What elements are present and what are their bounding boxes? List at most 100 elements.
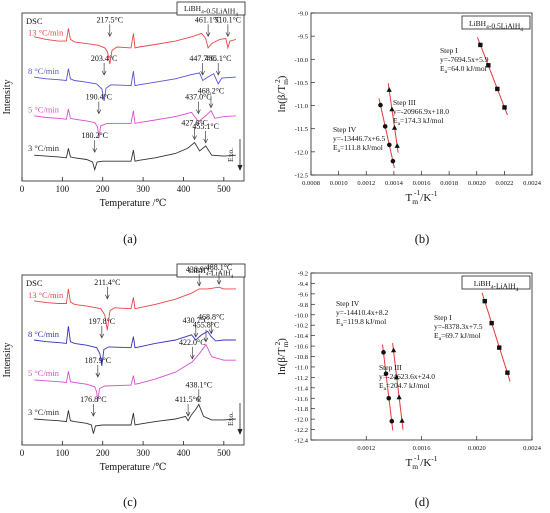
data-point (489, 320, 494, 326)
text-part: LiBH (189, 266, 207, 275)
step-label: Step III (379, 363, 402, 372)
x-tick-label: 0.0020 (468, 180, 486, 187)
annotation-arrow-head (185, 411, 191, 417)
data-point (497, 345, 502, 350)
peak-annotation: 211.4°C (94, 278, 120, 287)
x-tick-label: 400 (177, 448, 191, 458)
text-part: -LiAlH (209, 269, 232, 278)
dsc-tag: DSC (26, 16, 43, 26)
y-axis-label: ln(β/Tm2) (273, 75, 290, 112)
annotation-arrow-head (192, 135, 197, 141)
annotation-arrow-head (101, 70, 107, 76)
x-axis-label: Temperature /℃ (100, 462, 167, 473)
y-tick-label: -10.2 (294, 323, 308, 330)
text-part: 4 (486, 25, 489, 31)
x-tick-label: 500 (217, 448, 231, 458)
x-tick-label: 0.0024 (523, 180, 542, 187)
y-tick-label: -10.8 (294, 354, 308, 361)
y-tick-label: -9.0 (298, 11, 308, 18)
data-point (396, 394, 402, 400)
text-part: a (439, 336, 442, 342)
y-tick-label: -10.0 (294, 312, 308, 319)
data-point (505, 370, 510, 375)
x-tick-label: 0 (20, 448, 25, 458)
data-point (381, 350, 386, 355)
text-part: ) (276, 75, 288, 79)
annotation-arrow-head (196, 281, 202, 287)
text-part: E (393, 116, 398, 125)
text-part: =69.7 kJ/mol (441, 331, 481, 340)
data-point (386, 87, 392, 92)
legend-box-text: LiBH4-LiAlH4 (474, 279, 519, 293)
y-tick-label: -11.2 (295, 375, 308, 382)
activation-energy: Ea=111.8 kJ/mol (333, 143, 383, 154)
exo-arrow-head (237, 165, 243, 171)
fit-equation: y=-24623.6x+24.0 (379, 372, 435, 381)
fit-line (476, 37, 508, 116)
text-part: -LiAlH (494, 282, 517, 291)
exo-label: Exo. (226, 412, 235, 426)
text-part: E (440, 64, 445, 73)
text-part: T (405, 192, 412, 204)
annotation-arrow-head (215, 70, 221, 76)
y-tick-label: -9.4 (298, 281, 309, 288)
y-tick-label: -11.8 (295, 406, 308, 413)
activation-energy: Ea=69.7 kJ/mol (434, 331, 481, 342)
peak-annotation: 455.8°C (193, 321, 220, 330)
panel-caption-a: (a) (123, 232, 137, 246)
text-part: 4 (491, 285, 494, 291)
step-label: Step I (434, 313, 452, 322)
annotation-arrow-head (107, 32, 113, 38)
annotation-arrow-head (203, 337, 209, 343)
text-part: =119.8 kJ/mol (343, 317, 386, 326)
y-tick-label: -9.2 (298, 271, 308, 278)
peak-annotation: 427.6°C (181, 118, 208, 127)
text-part: =111.8 kJ/mol (340, 143, 383, 152)
annotation-arrow-head (105, 294, 110, 300)
data-point (495, 86, 500, 92)
legend-box (176, 1, 246, 16)
peak-annotation: 176.8°C (80, 395, 107, 404)
peak-annotation: 461.1°C (195, 15, 222, 24)
data-point (391, 124, 398, 130)
x-tick-label: 0 (20, 184, 25, 194)
y-tick-label: -11.0 (295, 103, 308, 110)
text-part: E (336, 317, 341, 326)
peak-annotation: 190.4°C (86, 93, 113, 102)
annotation-arrow-head (99, 333, 105, 339)
peak-annotation: 422.0°C (179, 338, 206, 347)
text-part: E (333, 143, 338, 152)
text-part: ln(β/T (276, 85, 288, 113)
series-line (34, 108, 236, 138)
series-line (34, 141, 236, 172)
legend-box-text: LiBH4-0.5LiAlH4 (469, 19, 523, 33)
y-tick-label: -12.0 (294, 417, 308, 424)
text-part: LiAlH (501, 22, 521, 31)
x-tick-label: 0.0024 (523, 445, 542, 452)
panel-caption-b: (b) (415, 232, 430, 246)
step-label: Step IV (333, 125, 357, 134)
annotation-arrow-head (216, 280, 222, 285)
activation-energy: Ea=64.0 kJ/mol (440, 64, 487, 75)
data-point (383, 371, 389, 377)
x-tick-label: 0.0008 (302, 180, 320, 187)
peak-annotation: 438.1°C (186, 380, 213, 389)
peak-annotation: 488.1°C (206, 263, 233, 272)
text-part: -1 (431, 454, 437, 463)
text-part: m (412, 197, 418, 206)
peak-annotation: 197.8°C (89, 317, 116, 326)
series-label: 13 °C/min (28, 27, 64, 37)
legend-box-text: LiBH4-LiAlH4 (189, 266, 234, 280)
x-tick-label: 200 (96, 448, 110, 458)
text-part: LiBH (184, 4, 202, 13)
y-axis-label: Intensity (2, 80, 13, 115)
annotation-arrow-head (190, 354, 195, 360)
data-point (390, 347, 397, 353)
text-part: -1 (431, 189, 437, 198)
fit-equation: y=-13446.7x+6.5 (333, 134, 385, 143)
text-part: ln(β/T (276, 347, 288, 375)
x-tick-label: 200 (96, 184, 110, 194)
peak-annotation: 430.7°C (183, 316, 210, 325)
panel-caption-c: (c) (123, 495, 137, 509)
